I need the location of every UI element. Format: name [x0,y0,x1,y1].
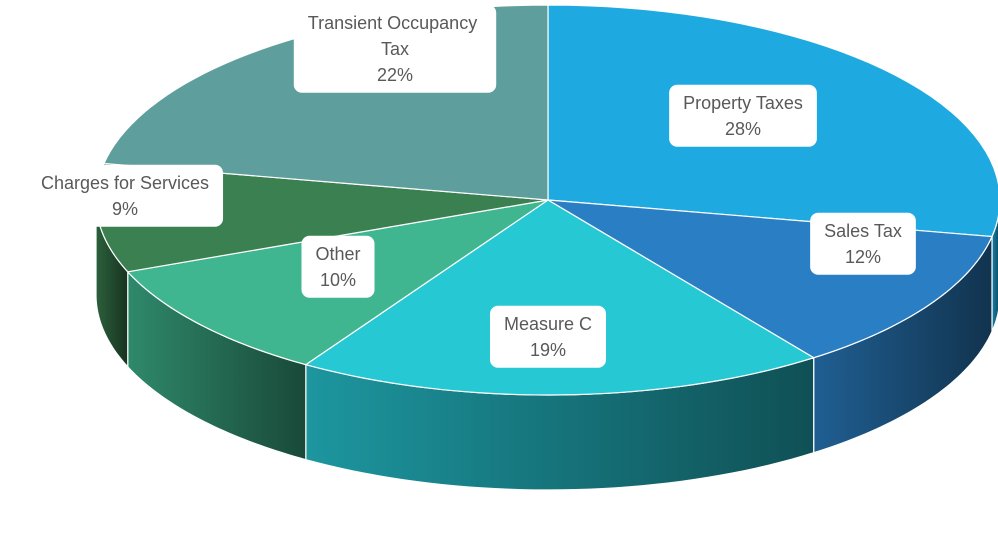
label-value: 19% [530,340,566,360]
label-value: 10% [320,270,356,290]
label-box [26,164,224,227]
slice [304,199,816,396]
label-value: 22% [377,65,413,85]
label-name: Sales Tax [824,221,902,241]
data-label: Other 10% [301,235,375,298]
data-label: Property Taxes 28% [669,84,817,147]
label-name: Measure C [504,314,592,334]
label-name: Property Taxes [683,93,803,113]
data-label: Transient Occupancy Tax 22% [293,4,497,93]
label-value: 28% [725,119,761,139]
label-box [293,4,497,93]
label-name: Transient Occupancy Tax [308,13,482,59]
label-box [301,235,375,298]
label-value: 12% [845,247,881,267]
label-box [489,305,607,368]
label-value: 9% [112,199,138,219]
label-box [810,212,916,275]
label-name: Charges for Services [41,173,209,193]
data-label: Measure C 19% [489,305,607,368]
label-name: Other [315,244,360,264]
label-box [669,84,817,147]
data-label: Charges for Services 9% [26,164,224,227]
data-label: Sales Tax 12% [810,212,916,275]
